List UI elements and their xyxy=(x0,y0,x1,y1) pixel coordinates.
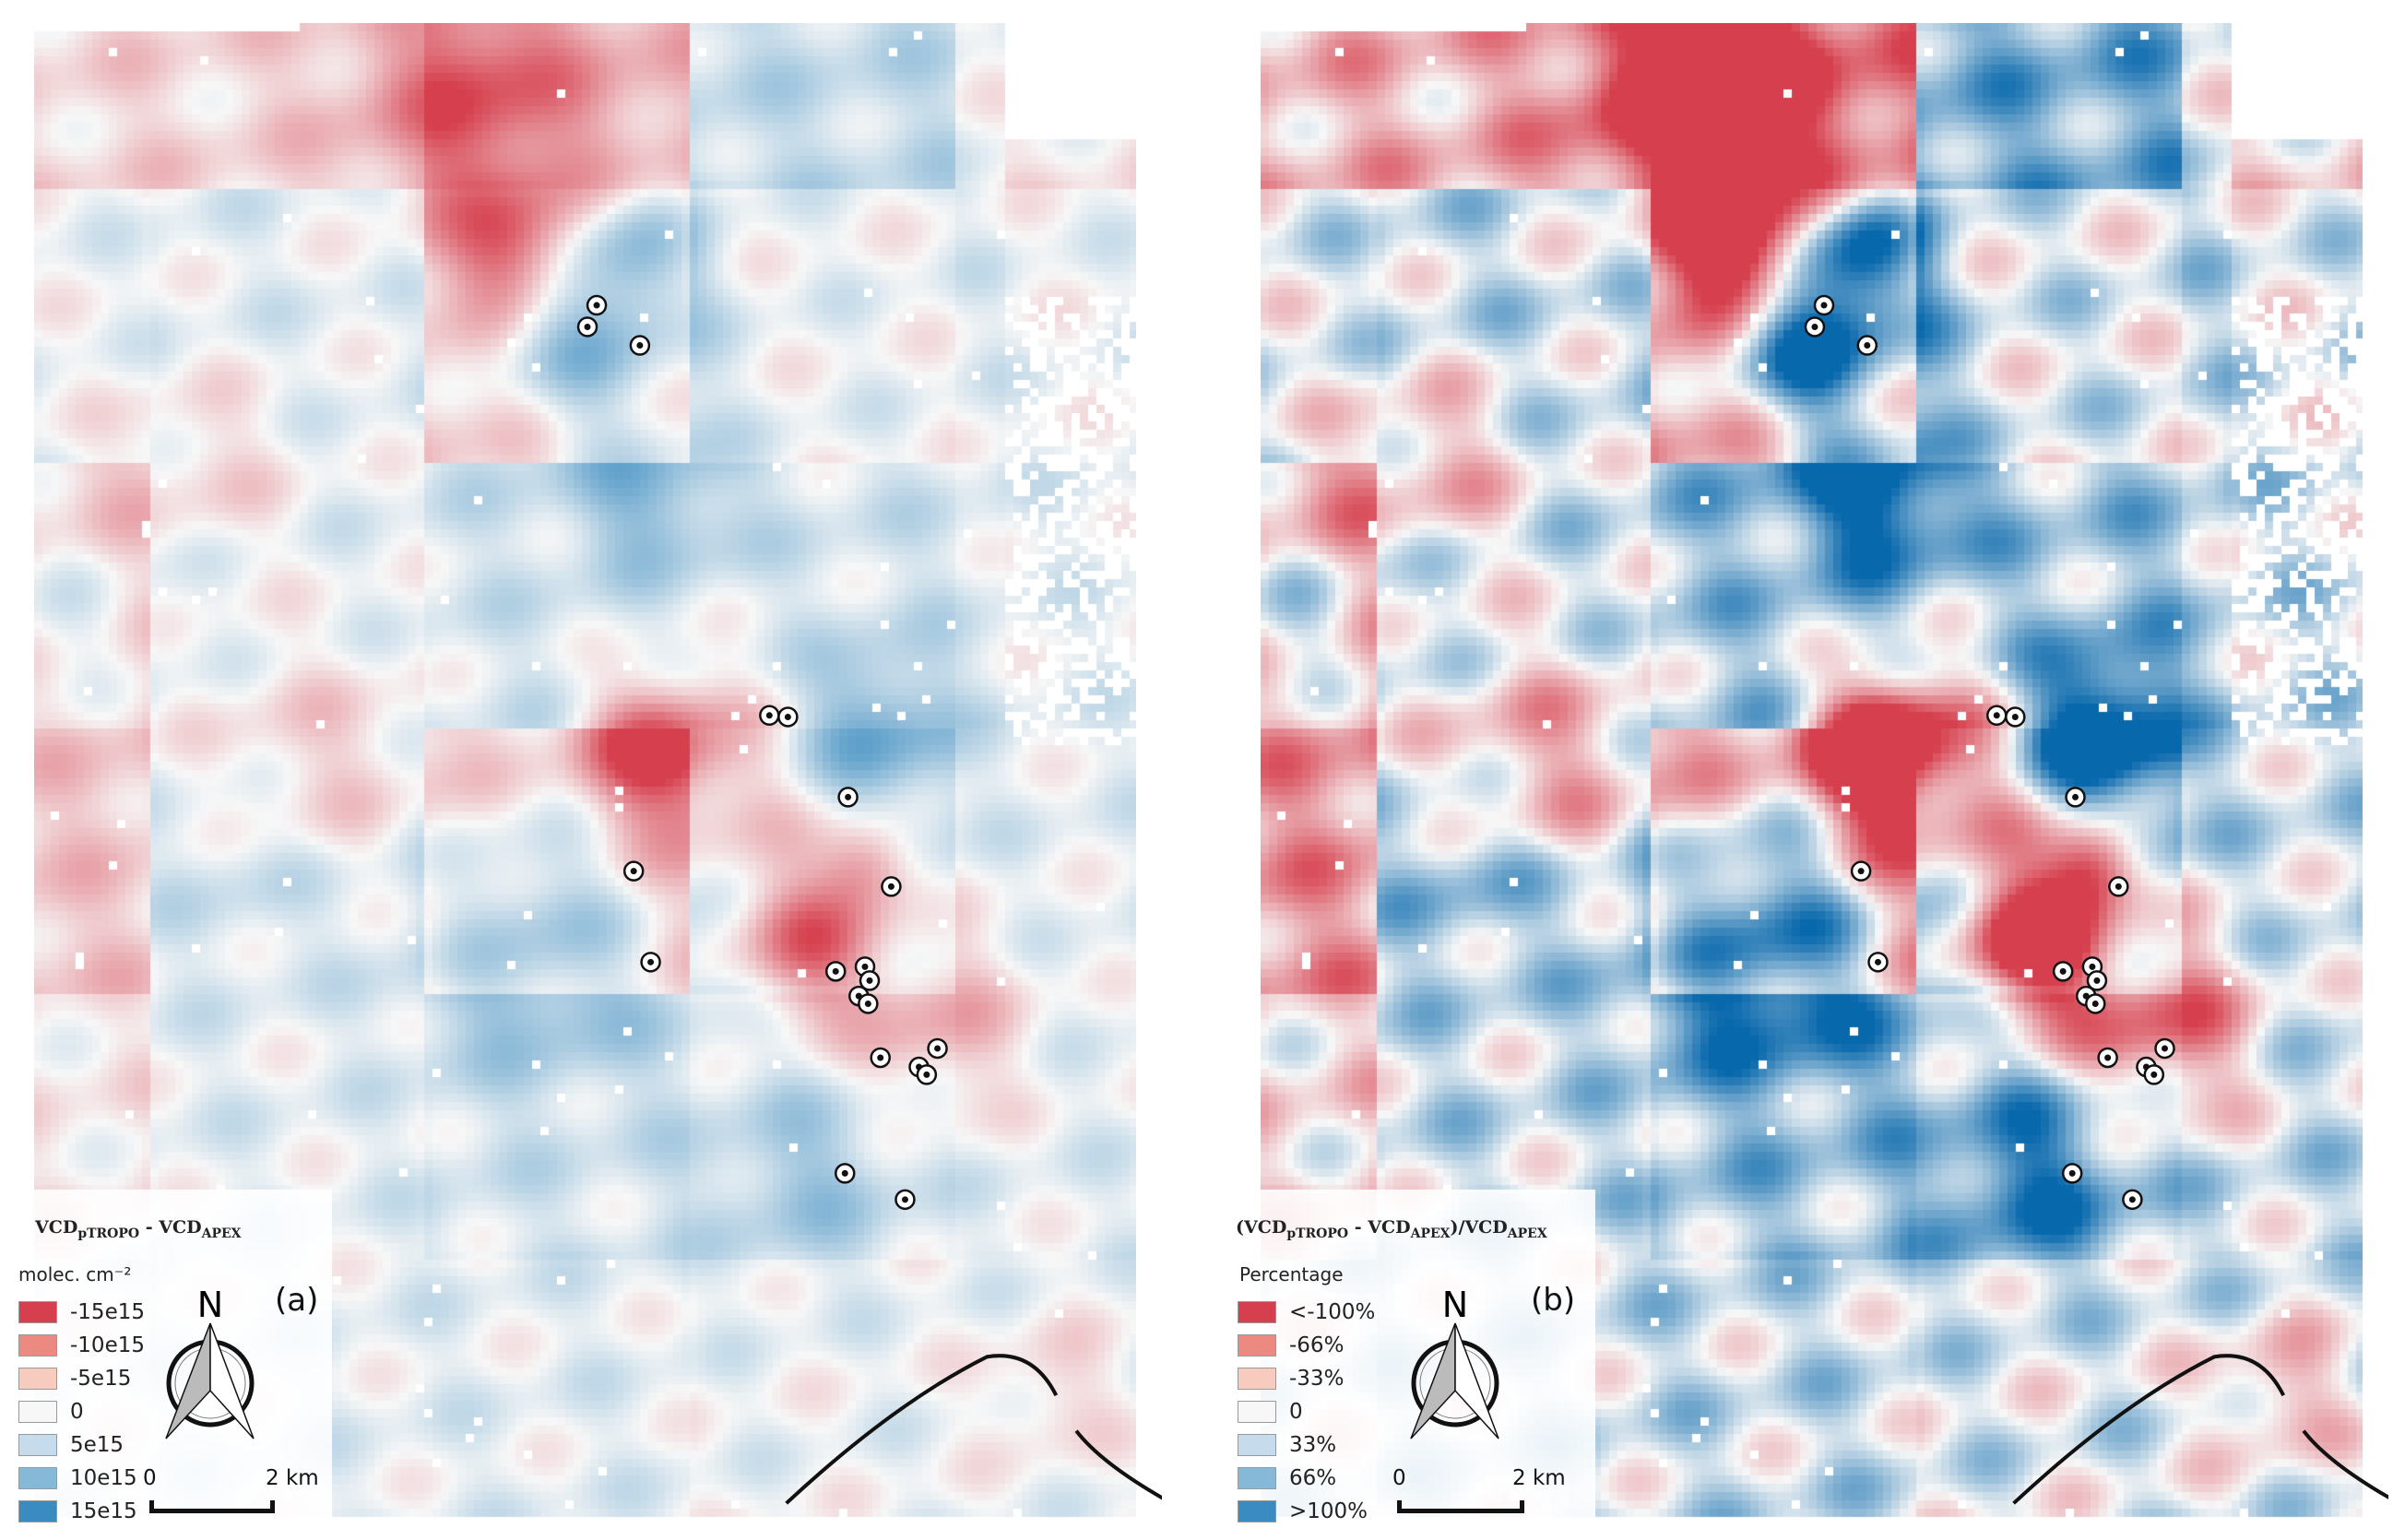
legend-label: -5e15 xyxy=(70,1367,132,1391)
map-panel-b: (VCDpTROPO - VCDAPEX)/VCDAPEX Percentage… xyxy=(1226,0,2388,1540)
legend-label: 15e15 xyxy=(70,1499,137,1523)
legend-swatch xyxy=(18,1368,57,1390)
scale-end: 2 km xyxy=(266,1466,319,1490)
legend-item: 5e15 xyxy=(18,1433,124,1457)
legend-swatch xyxy=(18,1401,57,1423)
legend-item: -15e15 xyxy=(18,1300,145,1324)
legend-item: 33% xyxy=(1238,1433,1336,1457)
legend-item: 66% xyxy=(1238,1466,1336,1490)
legend-label: -15e15 xyxy=(70,1300,145,1324)
legend: (VCDpTROPO - VCDAPEX)/VCDAPEX Percentage… xyxy=(1226,1190,1595,1535)
legend-label: -66% xyxy=(1289,1333,1345,1357)
legend-label: 66% xyxy=(1289,1466,1337,1490)
legend-label: 0 xyxy=(1289,1400,1303,1424)
legend-item: -33% xyxy=(1238,1367,1344,1391)
legend-title: (VCDpTROPO - VCDAPEX)/VCDAPEX xyxy=(1236,1217,1547,1241)
legend-item: -10e15 xyxy=(18,1333,145,1357)
legend-item: 0 xyxy=(1238,1400,1303,1424)
legend-label: 33% xyxy=(1289,1433,1337,1457)
legend-label: <-100% xyxy=(1289,1300,1376,1324)
legend-label: -10e15 xyxy=(70,1333,145,1357)
scale-bar xyxy=(1397,1500,1524,1513)
scale-start: 0 xyxy=(1392,1466,1406,1490)
legend-swatch xyxy=(18,1334,57,1356)
legend-unit: Percentage xyxy=(1239,1263,1344,1285)
legend-item: -5e15 xyxy=(18,1367,131,1391)
legend-swatch xyxy=(1238,1401,1276,1423)
legend-item: 10e15 xyxy=(18,1466,137,1490)
legend-swatch xyxy=(18,1434,57,1456)
panel-tag: (a) xyxy=(275,1282,319,1319)
scale-bar xyxy=(149,1500,275,1513)
legend-item: 0 xyxy=(18,1400,84,1424)
legend-swatch xyxy=(18,1500,57,1522)
north-arrow-icon: N xyxy=(1410,1285,1499,1439)
scale-start: 0 xyxy=(143,1466,157,1490)
legend-swatch xyxy=(1238,1368,1276,1390)
legend-label: 10e15 xyxy=(70,1466,137,1490)
north-arrow-icon: N xyxy=(165,1285,255,1439)
legend-label: 5e15 xyxy=(70,1433,124,1457)
legend-swatch xyxy=(18,1301,57,1323)
legend: VCDpTROPO - VCDAPEX molec. cm⁻² -15e15 -1… xyxy=(0,1190,332,1535)
panel-tag: (b) xyxy=(1531,1282,1576,1319)
svg-text:N: N xyxy=(197,1285,223,1325)
scale-end: 2 km xyxy=(1512,1466,1566,1490)
legend-item: 15e15 xyxy=(18,1499,137,1523)
legend-unit: molec. cm⁻² xyxy=(18,1263,132,1285)
legend-item: -66% xyxy=(1238,1333,1344,1357)
legend-label: 0 xyxy=(70,1400,84,1424)
legend-item: <-100% xyxy=(1238,1300,1375,1324)
legend-title: VCDpTROPO - VCDAPEX xyxy=(35,1217,242,1241)
map-panel-a: VCDpTROPO - VCDAPEX molec. cm⁻² -15e15 -1… xyxy=(0,0,1162,1540)
legend-swatch xyxy=(1238,1301,1276,1323)
svg-text:N: N xyxy=(1442,1285,1468,1325)
legend-label: >100% xyxy=(1289,1499,1368,1523)
legend-swatch xyxy=(1238,1500,1276,1522)
legend-label: -33% xyxy=(1289,1367,1345,1391)
legend-swatch xyxy=(18,1467,57,1489)
legend-swatch xyxy=(1238,1467,1276,1489)
legend-swatch xyxy=(1238,1334,1276,1356)
legend-item: >100% xyxy=(1238,1499,1368,1523)
legend-swatch xyxy=(1238,1434,1276,1456)
